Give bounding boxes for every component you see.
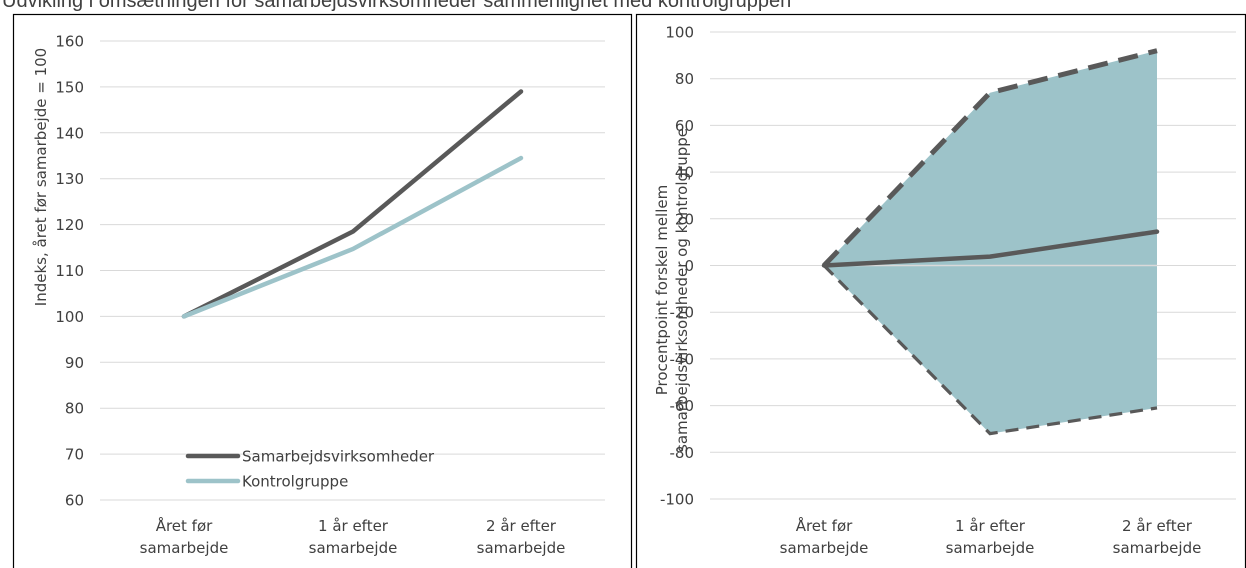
legend-label: Kontrolgruppe [242,473,348,491]
y-tick-label: 120 [55,216,84,234]
y-tick-label: 110 [55,262,84,280]
y-tick-label: 130 [55,170,84,188]
y-axis-label: Indeks, året før samarbejde = 100 [32,48,50,306]
x-tick-label: 1 år efter samarbejde [309,517,398,557]
y-tick-label: 160 [55,33,84,51]
y-tick-label: 70 [65,446,84,464]
y-tick-label: 80 [65,400,84,418]
y-tick-label: 100 [55,308,84,326]
y-tick-label: 40 [675,164,694,182]
x-tick-label: 1 år efter samarbejde [946,517,1035,557]
right-chart-difference: -100 -80 -60 -40 -20 0 20 40 60 80 100 Året før sama… [653,24,1236,557]
legend-label: Samarbejdsvirksomheder [242,448,435,466]
series-line [181,89,524,319]
y-axis-label: Procentpoint forskel mellem samarbejdsvir… [653,128,691,452]
y-tick-label: -20 [670,304,695,322]
x-tick-label: 2 år efter samarbejde [1113,517,1202,557]
y-tick-label: 100 [665,24,694,42]
upper-bound-line [822,48,1158,268]
y-tick-label: -80 [670,444,695,462]
estimate-line [821,229,1160,268]
y-tick-label: 80 [675,70,694,88]
series-line [181,155,524,319]
y-tick-label: 0 [684,257,694,275]
y-tick-label: -40 [670,350,695,368]
x-tick-label: 2 år efter samarbejde [477,517,566,557]
y-tick-label: 150 [55,78,84,96]
x-tick-label: Året før samarbejde [780,516,869,557]
lower-bound-line [822,264,1158,436]
y-tick-label: 60 [65,492,84,510]
x-tick-label: Året før samarbejde [140,516,229,557]
left-panel-border [12,13,633,568]
chart-title: Udvikling i omsætningen for samarbejdsvi… [2,0,792,12]
confidence-band [824,50,1157,434]
left-chart-index: 60 70 80 90 100 110 120 130 140 150 160 Året før sam… [32,33,605,557]
y-tick-label: -100 [660,491,694,509]
y-tick-label: 20 [675,210,694,228]
y-tick-label: -60 [670,397,695,415]
y-tick-label: 140 [55,124,84,142]
y-tick-label: 90 [65,354,84,372]
y-tick-label: 60 [675,117,694,135]
